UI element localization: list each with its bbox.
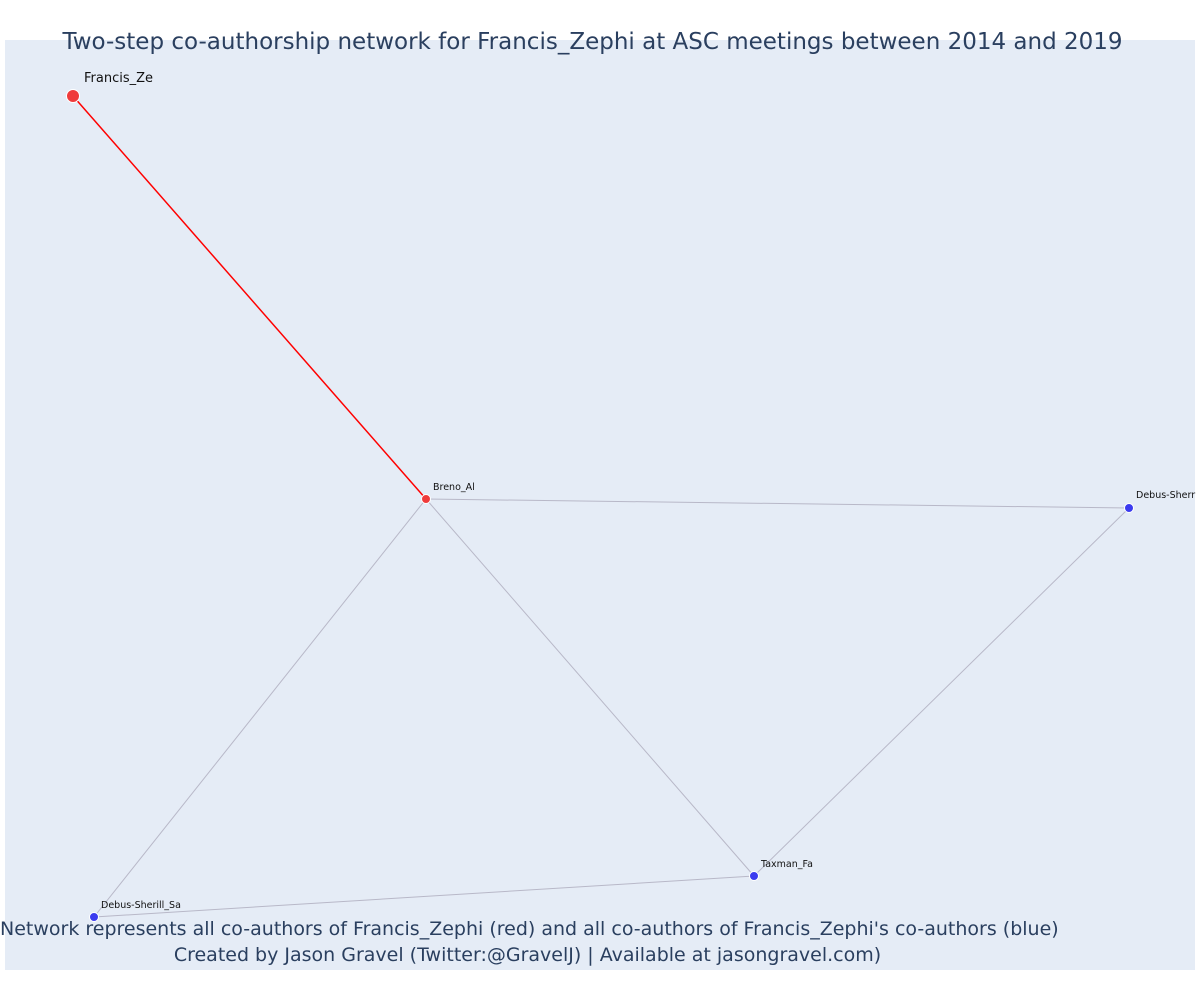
node-label-debus_sherill: Debus-Sherill_Sa	[101, 900, 181, 911]
edge-taxman-debus_sherill	[93, 875, 755, 918]
node-debus_sherill[interactable]	[89, 912, 99, 922]
edge-breno-debus_sherr	[425, 498, 1130, 509]
edge-francis-breno	[72, 95, 427, 500]
caption-line-2: Created by Jason Gravel (Twitter:@Gravel…	[173, 944, 882, 966]
node-label-taxman: Taxman_Fa	[760, 859, 813, 870]
edge-breno-debus_sherill	[93, 498, 427, 918]
node-debus_sherr[interactable]	[1124, 503, 1134, 513]
edge-breno-taxman	[425, 498, 755, 877]
edge-taxman-debus_sherr	[753, 507, 1130, 877]
node-label-francis: Francis_Ze	[84, 71, 153, 86]
node-label-debus_sherr: Debus-Sherr	[1136, 490, 1195, 501]
nodes-layer	[66, 89, 1134, 922]
node-taxman[interactable]	[749, 871, 759, 881]
labels-layer: Francis_Ze Breno_Al Debus-Sherr Taxman_Fa De…	[84, 71, 1195, 911]
node-francis[interactable]	[66, 89, 80, 103]
edges-layer	[72, 95, 1130, 918]
node-breno[interactable]	[421, 494, 431, 504]
plot-area	[5, 40, 1195, 970]
node-label-breno: Breno_Al	[433, 482, 475, 493]
chart-title: Two-step co-authorship network for Franc…	[62, 29, 1123, 55]
caption-line-1: Network represents all co-authors of Fra…	[0, 918, 1059, 940]
